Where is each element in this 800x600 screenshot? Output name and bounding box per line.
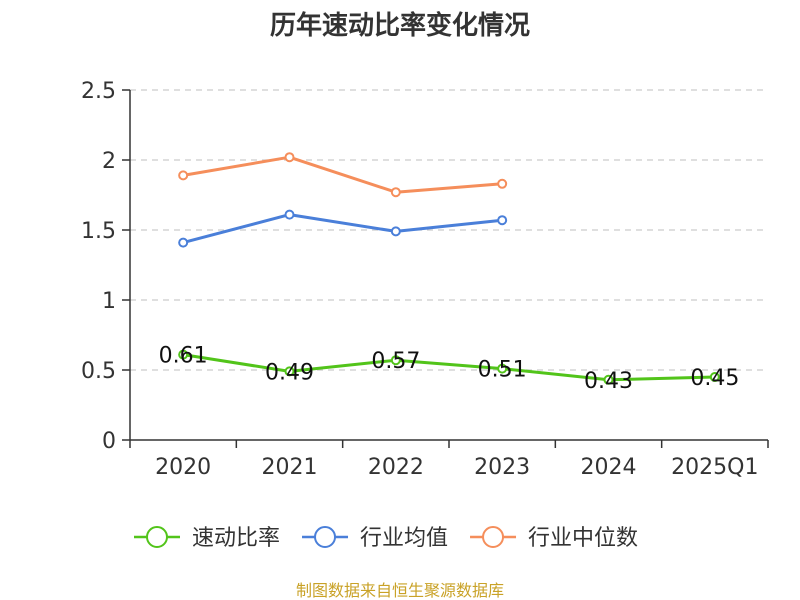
data-point (284, 152, 295, 163)
data-point (390, 187, 401, 198)
x-tick-label: 2024 (581, 455, 637, 480)
data-label: 0.61 (159, 344, 208, 369)
legend-marker (482, 526, 505, 548)
legend-label: 行业均值 (360, 526, 448, 551)
data-point (390, 226, 401, 237)
x-axis-ticks: 2020 2021 2022 2023 2024 2025Q1 (155, 455, 758, 480)
grid-lines (130, 89, 768, 371)
x-tick-label: 2022 (368, 455, 424, 480)
legend-label: 速动比率 (192, 526, 280, 551)
series-line-0 (182, 353, 715, 382)
series-line-1 (182, 213, 503, 245)
data-label: 0.43 (584, 369, 633, 394)
data-labels: 0.61 0.49 0.57 0.51 0.43 0.45 (159, 344, 740, 394)
data-point (178, 237, 189, 248)
y-axis-ticks: 0 0.5 1 1.5 2 2.5 (81, 79, 116, 454)
x-tick-label: 2021 (262, 455, 318, 480)
y-tick-label: 2.5 (81, 79, 116, 104)
y-tick-label: 0 (102, 429, 116, 454)
legend-label: 行业中位数 (528, 526, 638, 551)
legend: 速动比率 行业均值 行业中位数 (134, 526, 638, 551)
data-label: 0.57 (371, 349, 420, 374)
data-point (603, 374, 614, 385)
data-point (178, 349, 189, 360)
x-tick-label: 2020 (155, 455, 211, 480)
data-label: 0.45 (690, 366, 739, 391)
data-point (284, 366, 295, 377)
y-tick-label: 1 (102, 289, 116, 314)
chart-title: 历年速动比率变化情况 (270, 10, 530, 41)
source-note: 制图数据来自恒生聚源数据库 (296, 581, 504, 600)
data-point (284, 209, 295, 220)
data-point (497, 178, 508, 189)
data-label: 0.51 (478, 358, 527, 383)
x-tick-label: 2023 (474, 455, 530, 480)
data-point (497, 363, 508, 374)
data-label: 0.49 (265, 360, 314, 385)
data-point (497, 215, 508, 226)
axes (122, 89, 769, 448)
data-point (709, 372, 720, 382)
legend-marker (314, 526, 337, 548)
y-tick-label: 2 (102, 149, 116, 174)
data-point (178, 170, 189, 181)
x-tick-label: 2025Q1 (671, 455, 758, 480)
series-line-2 (182, 155, 503, 194)
series-group (178, 152, 720, 385)
legend-marker (146, 526, 168, 548)
y-tick-label: 0.5 (81, 359, 116, 384)
y-tick-label: 1.5 (81, 219, 116, 244)
data-point (390, 355, 401, 366)
